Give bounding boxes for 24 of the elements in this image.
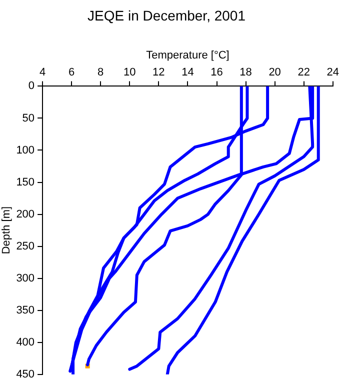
- x-tick-label: 18: [240, 66, 252, 79]
- x-tick-label: 6: [68, 66, 75, 79]
- y-tick-label: 200: [16, 208, 35, 220]
- y-tick-label: 450: [16, 368, 35, 380]
- y-tick-label: 150: [16, 176, 35, 188]
- x-tick-label: 4: [39, 66, 46, 79]
- x-tick-label: 14: [182, 66, 194, 79]
- y-tick-label: 50: [22, 112, 35, 124]
- x-axis-title: Temperature [°C]: [146, 49, 230, 62]
- y-tick-label: 0: [28, 80, 35, 92]
- chart-title: JEQE in December, 2001: [88, 7, 246, 24]
- x-tick-label: 24: [326, 66, 340, 79]
- y-tick-label: 350: [16, 304, 35, 316]
- y-tick-label: 300: [16, 272, 35, 284]
- y-axis-title: Depth [m]: [0, 206, 13, 254]
- x-tick-label: 20: [268, 66, 281, 79]
- y-tick-label: 250: [16, 240, 35, 252]
- x-tick-label: 12: [152, 66, 165, 79]
- x-tick-label: 8: [98, 66, 104, 79]
- y-tick-label: 400: [16, 336, 35, 348]
- y-tick-label: 100: [16, 144, 35, 156]
- x-tick-label: 22: [298, 66, 310, 79]
- x-tick-label: 10: [124, 66, 136, 79]
- x-tick-label: 16: [210, 66, 223, 79]
